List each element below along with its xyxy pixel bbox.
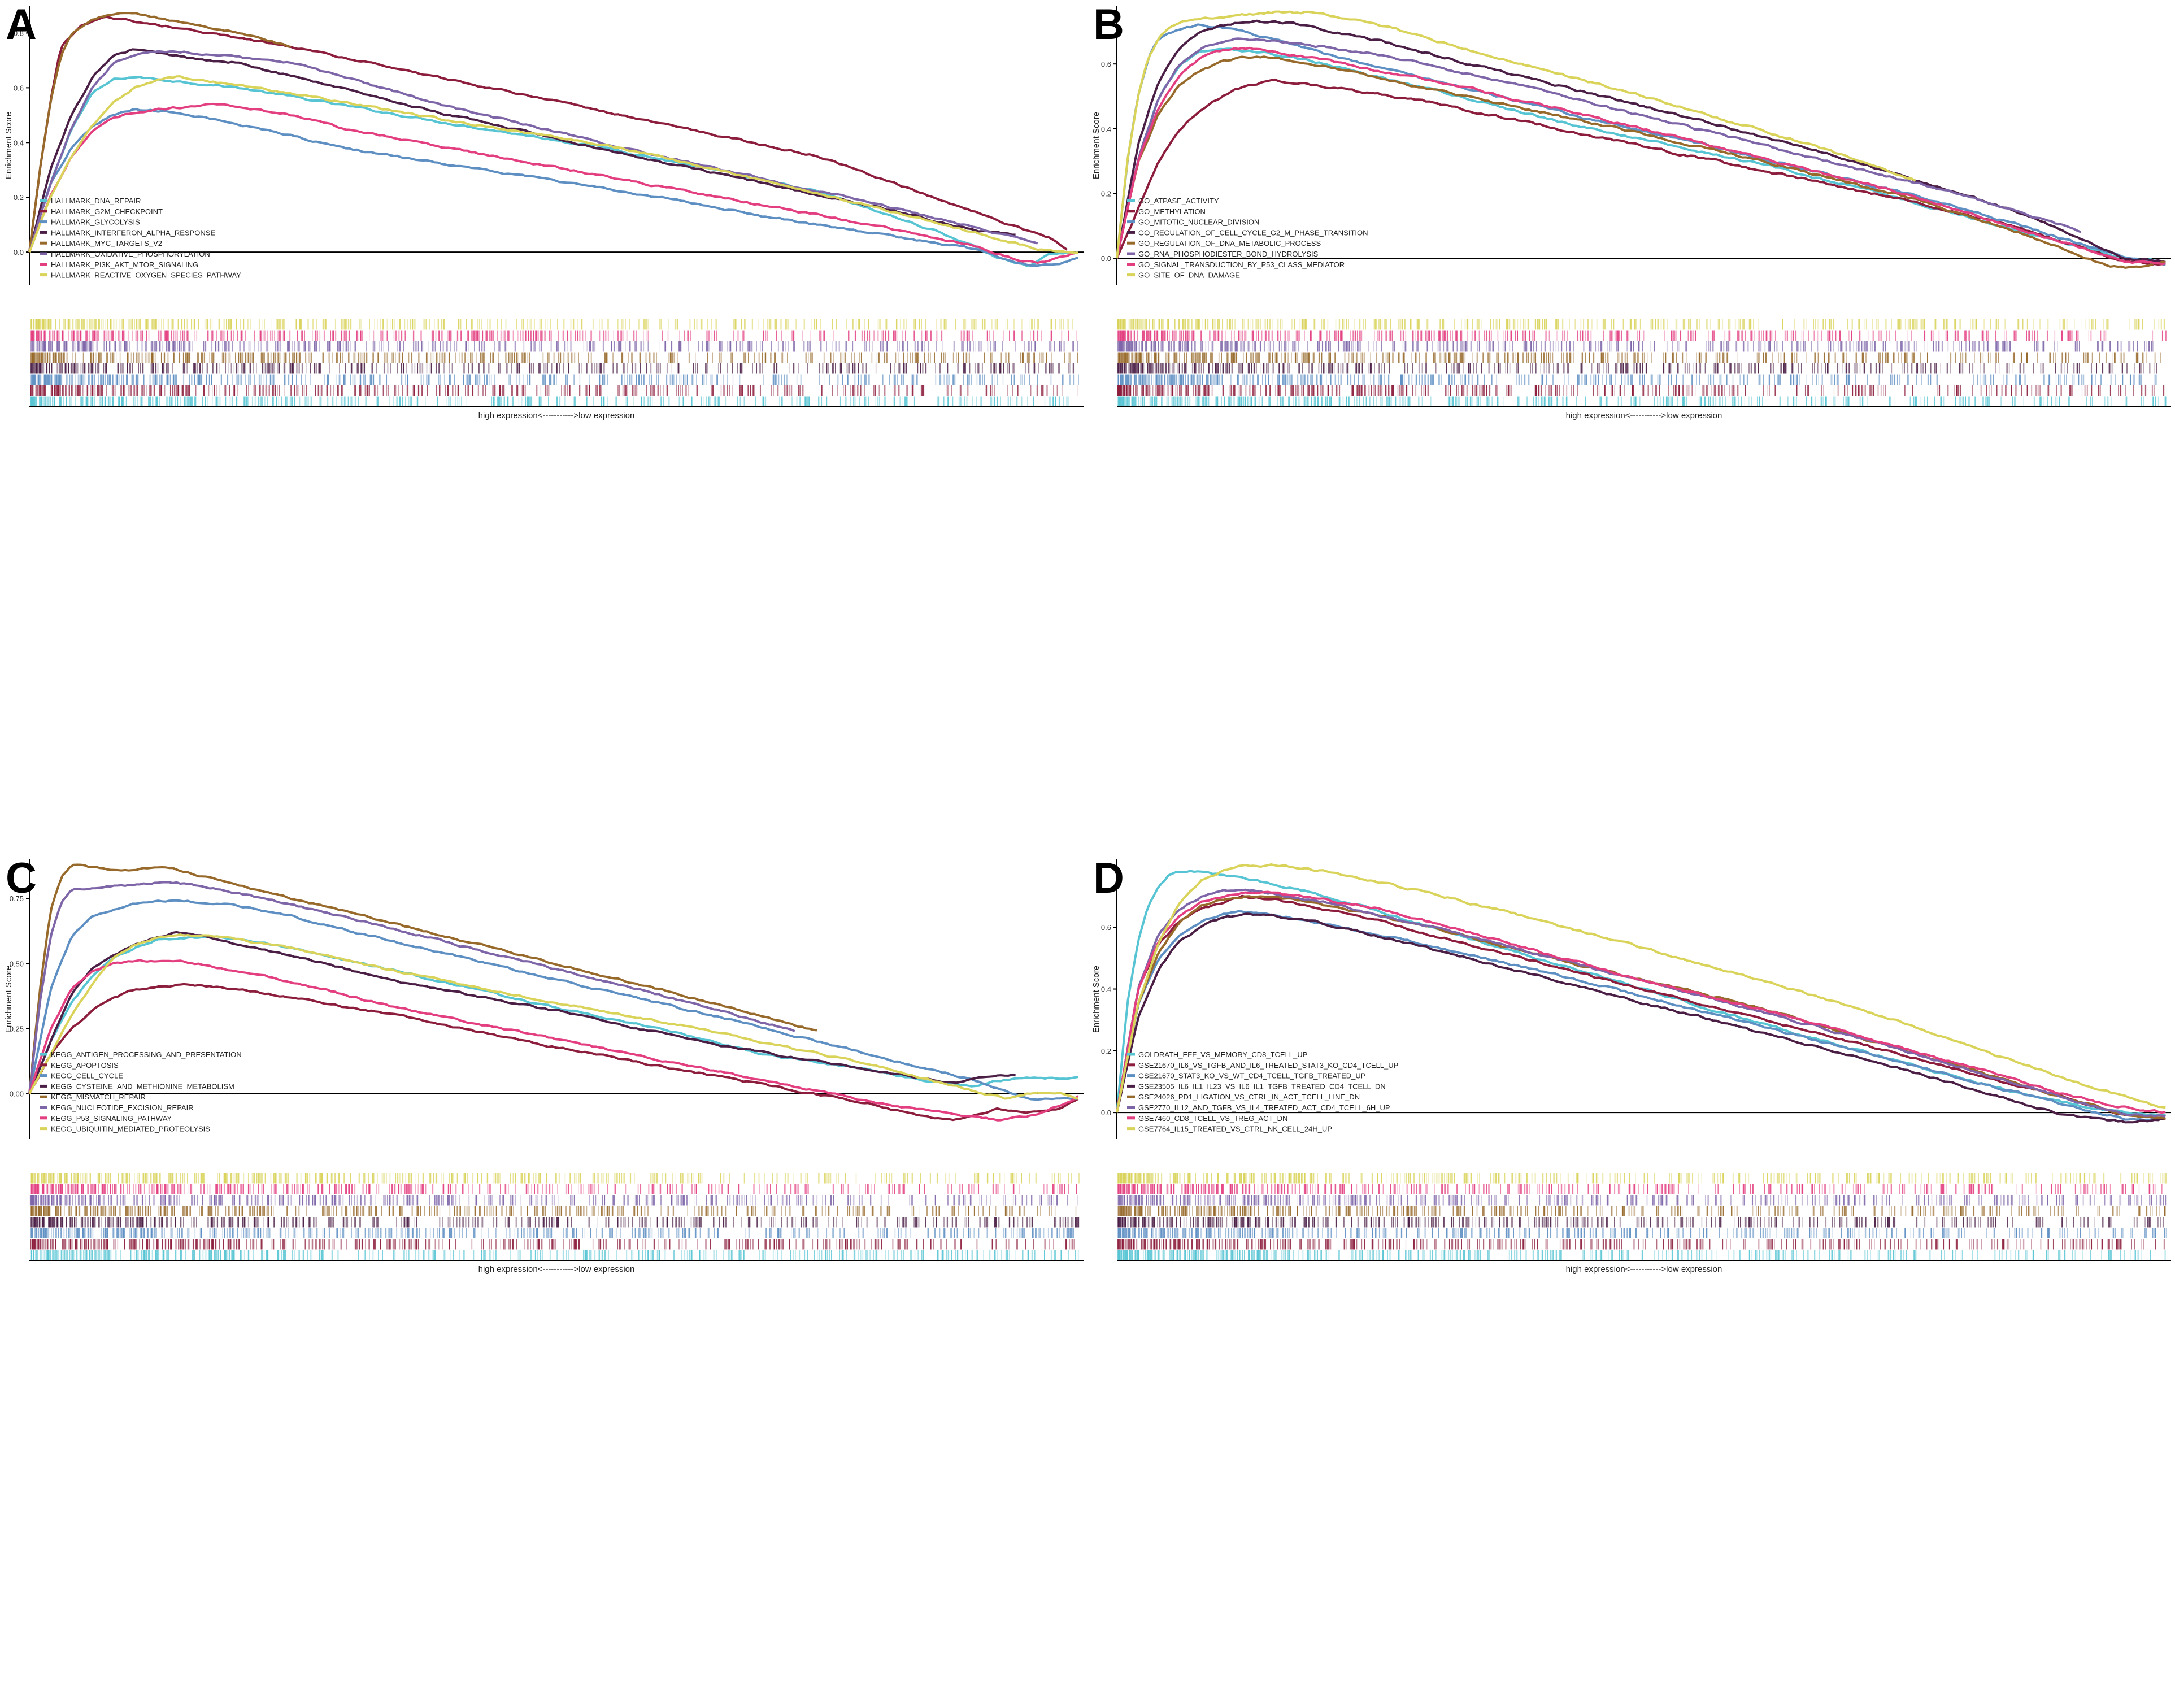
series-line-8 [1116, 10, 1916, 259]
panel-b: 0.0 0.2 0.4 0.6 Enrichment Score GO_ATPASE_AC… [1088, 0, 2175, 854]
y-axis-label: Enrichment Score [1091, 112, 1101, 179]
y-tick-label: 0.2 [14, 193, 24, 202]
y-axis-label: Enrichment Score [4, 112, 14, 179]
y-tick-label: 0.6 [14, 84, 24, 92]
series-line-8 [28, 75, 1078, 254]
legend-label: GO_RNA_PHOSPHODIESTER_BOND_HYDROLYSIS [1138, 250, 1319, 258]
rug-row [1117, 352, 2161, 363]
legend-label: HALLMARK_DNA_REPAIR [51, 197, 141, 205]
y-tick-label: 0.4 [14, 138, 24, 147]
y-tick-label: 0.8 [14, 29, 24, 37]
legend-label: GO_MITOTIC_NUCLEAR_DIVISION [1138, 218, 1259, 227]
y-tick-label: 0.4 [1101, 125, 1111, 133]
legend-label: GO_SIGNAL_TRANSDUCTION_BY_P53_CLASS_MEDI… [1138, 260, 1345, 269]
y-tick-label: 0.2 [1101, 189, 1111, 198]
series-line-5 [1116, 55, 2166, 269]
series-line-2 [1116, 78, 2166, 266]
rug-row [30, 319, 1073, 330]
rug-row [29, 396, 1069, 407]
rug-row [1117, 330, 2167, 341]
legend-label: GO_REGULATION_OF_DNA_METABOLIC_PROCESS [1138, 239, 1321, 247]
legend-label: HALLMARK_INTERFERON_ALPHA_RESPONSE [51, 228, 215, 237]
rug-row [30, 330, 1078, 341]
series-line-7 [28, 102, 1078, 264]
y-tick-label: 0.0 [14, 248, 24, 257]
series-line-6 [1116, 37, 2082, 259]
legend-label: HALLMARK_PI3K_AKT_MTOR_SIGNALING [51, 260, 198, 269]
legend-label: GO_ATPASE_ACTIVITY [1138, 197, 1219, 205]
legend-label: GO_REGULATION_OF_CELL_CYCLE_G2_M_PHASE_T… [1138, 228, 1368, 237]
legend-label: HALLMARK_GLYCOLYSIS [51, 218, 140, 227]
series-line-5 [28, 12, 292, 253]
rug-row [30, 341, 1078, 352]
rug-row [29, 385, 1078, 396]
series-line-6 [28, 50, 1038, 253]
series-line-7 [1116, 46, 2166, 266]
rug-row [1117, 363, 2157, 374]
rug-row [30, 363, 1075, 374]
legend-label: HALLMARK_MYC_TARGETS_V2 [51, 239, 162, 247]
series-line-2 [28, 15, 1068, 253]
rug-row [30, 374, 1079, 385]
rug-row [1117, 341, 2154, 352]
panel-label-a: A [6, 1, 37, 49]
legend-label: HALLMARK_OXIDATIVE_PHOSPHORYLATION [51, 250, 210, 258]
y-tick-label: 0.6 [1101, 60, 1111, 68]
rug-row [1117, 319, 2165, 330]
legend-label: HALLMARK_REACTIVE_OXYGEN_SPECIES_PATHWAY [51, 271, 241, 280]
legend-label: GO_SITE_OF_DNA_DAMAGE [1138, 271, 1240, 280]
x-axis-label: high expression<----------->low expressi… [478, 411, 635, 420]
panel-b-svg: 0.0 0.2 0.4 0.6 Enrichment Score GO_ATPASE_AC… [1091, 6, 2171, 420]
panel-a: 0.0 0.2 0.4 0.6 0.8 Enrichment Score HALLMARK_… [0, 0, 1088, 854]
panel-a-svg: 0.0 0.2 0.4 0.6 0.8 Enrichment Score HALLMARK_… [4, 6, 1084, 420]
series-line-4 [28, 48, 1016, 253]
y-tick-label: 0.0 [1101, 254, 1111, 263]
series-line-3 [28, 108, 1078, 267]
legend-label: HALLMARK_G2M_CHECKPOINT [51, 207, 163, 216]
series-line-1 [28, 76, 1078, 267]
legend-label: GO_METHYLATION [1138, 207, 1206, 216]
rug-row [30, 352, 1078, 363]
